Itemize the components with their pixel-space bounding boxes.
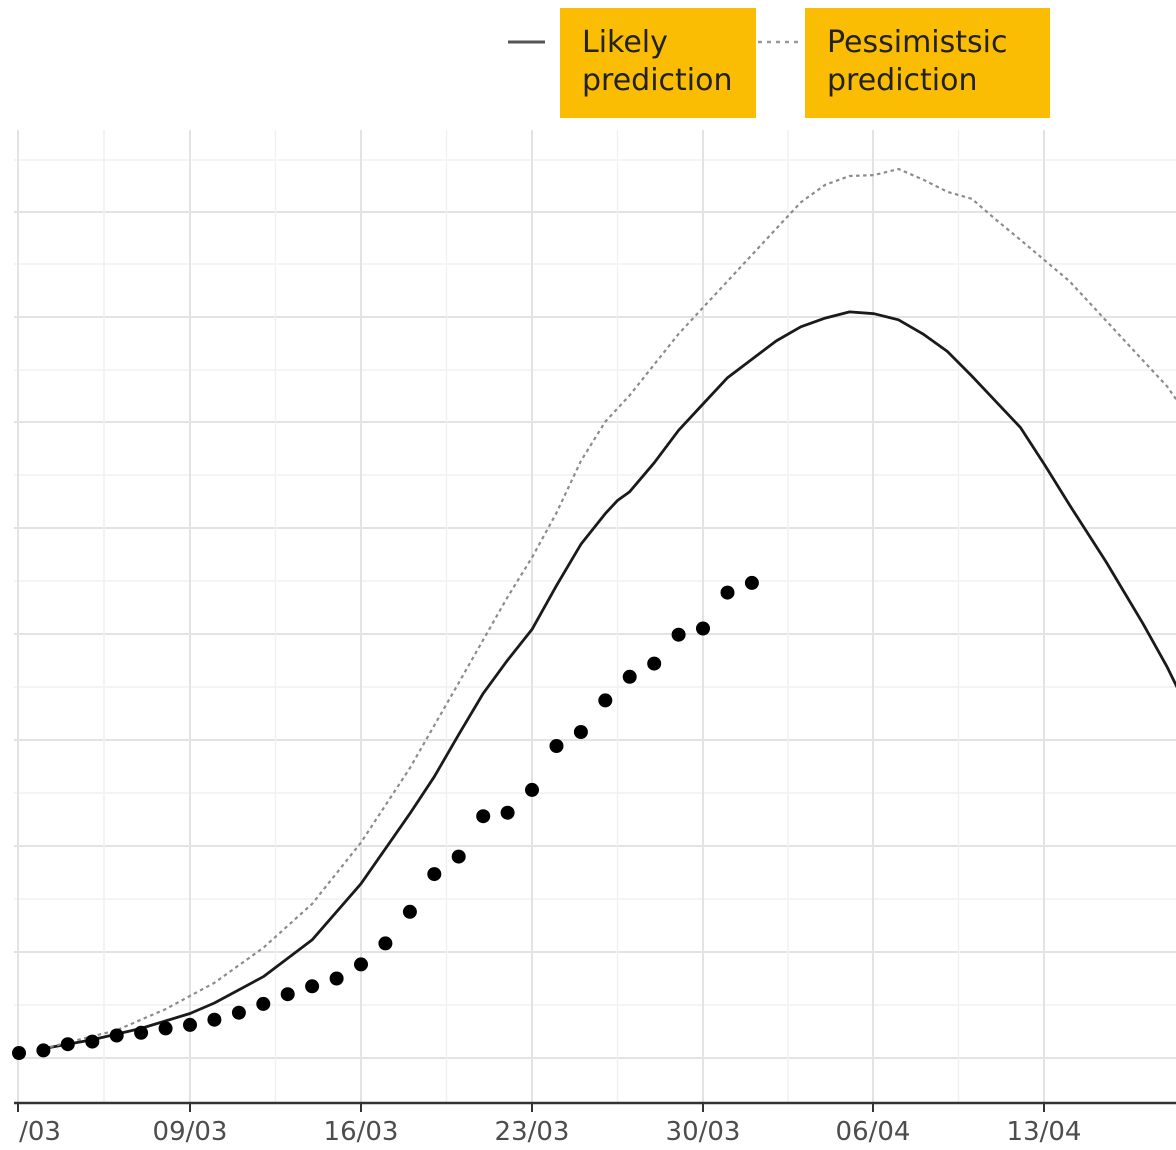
data-point [329,971,344,986]
legend-pessimistic-line2: prediction [827,63,978,98]
data-point [476,809,491,824]
data-point [134,1025,149,1040]
data-point [85,1034,100,1049]
data-point [36,1043,51,1058]
data-point [207,1012,222,1027]
series-line-likely [43,310,1176,1050]
series-line-pessimistic [43,167,1176,1050]
data-point [256,996,271,1011]
data-point [573,725,588,739]
data-point [231,1005,246,1020]
data-point [720,585,735,600]
data-point [12,1046,26,1060]
legend-label-likely: Likely prediction [560,8,756,118]
data-point [402,904,417,919]
data-point [744,575,759,590]
data-point [451,849,466,864]
legend-pessimistic-line1: Pessimistsic [827,25,1008,60]
x-tick-label: 16/03 [324,1117,399,1147]
data-point [109,1028,124,1043]
data-point [378,936,393,951]
data-point [549,739,564,753]
x-tick-label: 13/04 [1007,1117,1082,1147]
data-point [696,621,710,636]
data-point [525,782,539,797]
data-point [622,669,637,684]
data-point [280,987,295,1002]
data-point [183,1017,197,1032]
x-tick-label: 09/03 [153,1117,228,1147]
data-point [354,957,368,972]
x-tick-label: /03 [19,1117,61,1147]
legend-likely-line2: prediction [582,63,733,98]
data-point [158,1021,173,1036]
data-point [500,805,515,820]
legend-label-pessimistic: Pessimistsic prediction [805,8,1050,118]
data-point [647,656,662,671]
data-point [598,693,613,708]
chart-grid [14,130,1176,1103]
data-point [305,979,320,994]
data-point [427,867,442,882]
chart-series [43,167,1176,1050]
observed-points [12,575,759,1060]
x-tick-label: 06/04 [836,1117,911,1147]
x-tick-label: 23/03 [495,1117,570,1147]
data-point [671,627,686,642]
x-tick-label: 30/03 [666,1117,741,1147]
data-point [60,1037,75,1052]
legend-likely-line1: Likely [582,25,668,60]
